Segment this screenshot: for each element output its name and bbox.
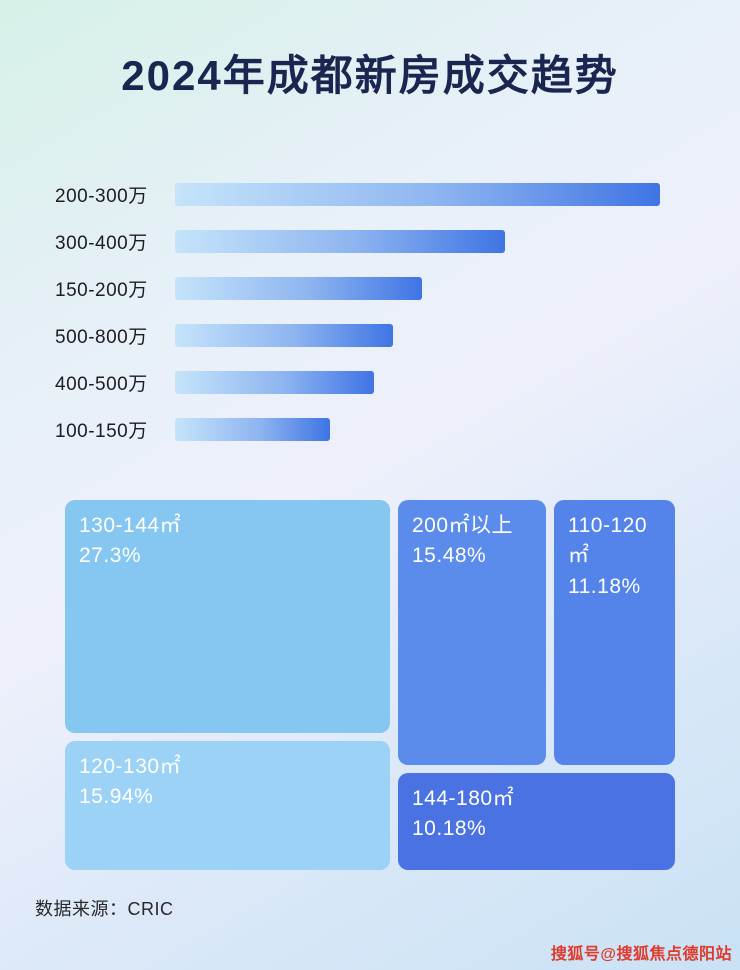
price-range-bar-chart: 200-300万 300-400万 150-200万 500-800万 400- [55, 182, 715, 464]
bar [175, 182, 660, 206]
block-value: 27.3% [79, 544, 142, 568]
bar-label: 200-300万 [55, 185, 148, 207]
bar-track [175, 370, 660, 394]
data-source-note: 数据来源：CRIC [35, 899, 174, 919]
bar-row: 300-400万 [55, 229, 715, 254]
block-value: 11.18% [568, 574, 641, 598]
block-value: 15.94% [79, 785, 154, 809]
bar-label: 150-200万 [55, 279, 148, 301]
bar [175, 276, 423, 300]
bar [175, 323, 394, 347]
bar-label: 300-400万 [55, 232, 148, 254]
block-label: 144-180㎡ [412, 787, 515, 810]
block-label: 200㎡以上 [412, 514, 514, 537]
treemap-block-144-180: 144-180㎡ 10.18% [398, 773, 675, 870]
bar-label: 400-500万 [55, 373, 148, 395]
block-value: 15.48% [412, 544, 487, 568]
block-label: 110-120㎡ [568, 514, 648, 568]
treemap-block-200-plus: 200㎡以上 15.48% [398, 500, 546, 765]
bar-track [175, 417, 660, 441]
bar-row: 100-150万 [55, 417, 715, 442]
bar-row: 150-200万 [55, 276, 715, 301]
bar-label: 100-150万 [55, 420, 148, 442]
page-title: 2024年成都新房成交趋势 [121, 52, 619, 99]
bar-row: 400-500万 [55, 370, 715, 395]
bar-row: 200-300万 [55, 182, 715, 207]
bar-label: 500-800万 [55, 326, 148, 348]
treemap-block-130-144: 130-144㎡ 27.3% [65, 500, 390, 733]
area-share-treemap: 130-144㎡ 27.3% 120-130㎡ 15.94% 200㎡以上 15… [65, 500, 675, 870]
block-value: 10.18% [412, 817, 487, 841]
block-label: 120-130㎡ [79, 755, 182, 778]
treemap-block-110-120: 110-120㎡ 11.18% [554, 500, 675, 765]
bar [175, 229, 505, 253]
treemap-block-120-130: 120-130㎡ 15.94% [65, 741, 390, 870]
bar-track [175, 276, 660, 300]
watermark: 搜狐号@搜狐焦点德阳站 [550, 946, 732, 963]
block-label: 130-144㎡ [79, 514, 182, 537]
bar-row: 500-800万 [55, 323, 715, 348]
bar [175, 370, 374, 394]
bar-track [175, 182, 660, 206]
bar-track [175, 323, 660, 347]
bar [175, 417, 331, 441]
bar-track [175, 229, 660, 253]
